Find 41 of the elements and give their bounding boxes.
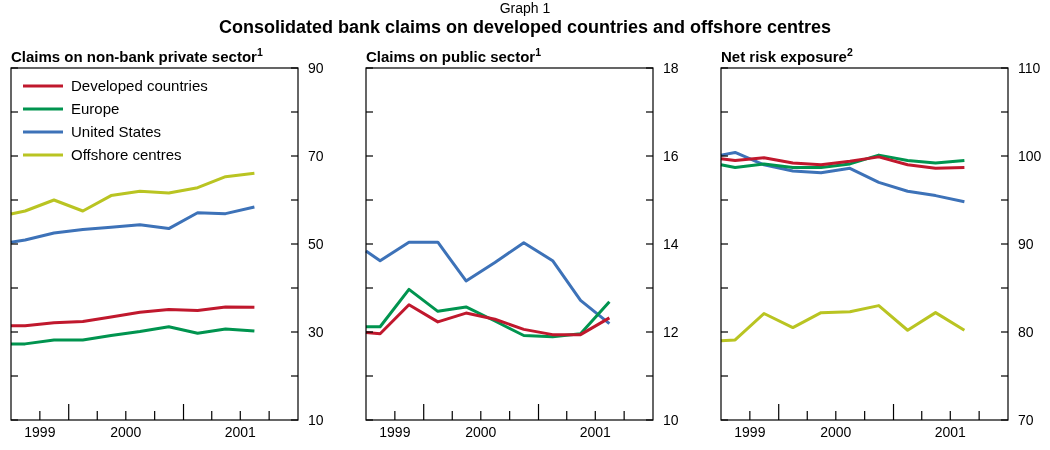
line-series [364, 240, 611, 326]
y-tick-label: 70 [1018, 412, 1034, 428]
line-series [719, 304, 966, 343]
y-tick-label: 100 [1018, 148, 1042, 164]
line-series [9, 205, 256, 244]
legend-label: Offshore centres [71, 146, 182, 163]
y-tick-label: 30 [308, 324, 324, 340]
line-series [719, 150, 966, 204]
x-tick-label: 2001 [579, 424, 612, 440]
line-series [9, 305, 256, 328]
x-tick-label: 1999 [24, 424, 56, 440]
line-series [9, 171, 256, 216]
chart-title: Net risk exposure$^{2}$ [721, 46, 853, 65]
y-tick-label: 110 [1018, 60, 1041, 76]
x-tick-label: 2000 [465, 424, 497, 440]
y-tick-label: 14 [663, 236, 679, 252]
y-tick-label: 70 [308, 148, 324, 164]
x-tick-label: 2001 [934, 424, 967, 440]
y-tick-label: 18 [663, 60, 679, 76]
x-tick-label: 2000 [820, 424, 852, 440]
caption: Graph 1 [499, 0, 551, 16]
y-tick-label: 90 [1018, 236, 1034, 252]
chart-title: Claims on non-bank private sector$^{1}$ [11, 46, 263, 65]
y-tick-label: 10 [308, 412, 324, 428]
x-tick-label: 2000 [110, 424, 142, 440]
legend-label: Europe [71, 100, 120, 117]
line-series [364, 303, 611, 337]
y-tick-label: 90 [308, 60, 324, 76]
legend-label: Developed countries [71, 77, 208, 94]
y-tick-label: 10 [663, 412, 679, 428]
text: Consolidated bank claims on developed countries and offshore centres [218, 17, 832, 37]
x-tick-label: 1999 [734, 424, 766, 440]
legend-label: United States [71, 123, 162, 140]
y-tick-label: 16 [663, 148, 679, 164]
line-series [9, 325, 256, 346]
y-tick-label: 50 [308, 236, 324, 252]
y-tick-label: 80 [1018, 324, 1034, 340]
x-tick-label: 2001 [224, 424, 257, 440]
x-tick-label: 1999 [379, 424, 411, 440]
chart-title: Claims on public sector$^{1}$ [366, 46, 542, 65]
y-tick-label: 12 [663, 324, 679, 340]
